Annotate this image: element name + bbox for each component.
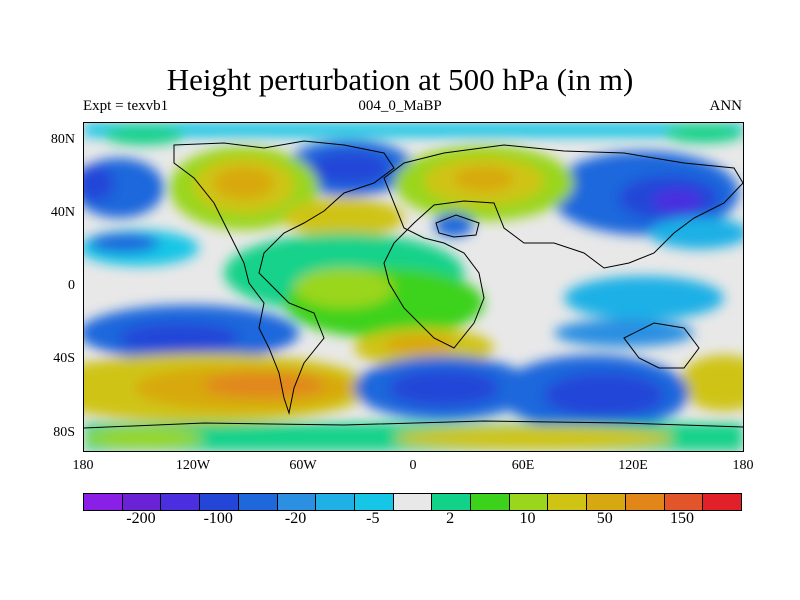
color-bar-swatch [354,494,394,510]
lat-tick-40S: 40S [53,351,75,366]
color-bar-swatch [625,494,665,510]
season-label: ANN [709,98,743,114]
lat-tick-40N: 40N [50,205,75,220]
color-bar-label: -20 [284,510,307,527]
color-bar-label: -100 [203,510,233,527]
color-bar-swatch [238,494,278,510]
lat-tick-0: 0 [68,278,75,293]
color-bar-label: 50 [596,510,613,527]
lon-tick-0: 0 [409,458,417,473]
color-bar-label: 150 [670,510,695,527]
color-bar-swatch [200,494,239,510]
color-bar-swatch [161,494,201,510]
color-bar-swatch [393,494,433,510]
color-bar-label: 10 [519,510,536,527]
map-title: Height perturbation at 500 hPa (in m) [166,62,634,97]
color-bar-label: 2 [446,510,455,527]
lon-tick-60e: 60E [511,458,535,473]
color-bar-label: -5 [366,510,380,527]
color-bar [83,493,742,511]
color-bar-swatch [471,494,510,510]
lat-tick-80S: 80S [53,425,75,440]
lon-tick-180w: 180 [72,458,94,473]
lon-tick-120w: 120W [175,458,211,473]
period-label: 004_0_MaBP [358,98,442,114]
lon-tick-120e: 120E [618,458,648,473]
color-bar-swatch [84,494,123,510]
lon-tick-180e: 180 [732,458,754,473]
lon-tick-60w: 60W [289,458,317,473]
color-bar-swatch [509,494,549,510]
color-bar-swatch [587,494,626,510]
color-bar-swatch [664,494,704,510]
color-bar-label: -200 [126,510,156,527]
map-panel [83,122,744,452]
color-bar-swatch [122,494,162,510]
color-bar-swatch [703,494,741,510]
experiment-label: Expt = texvb1 [83,98,169,114]
height-perturbation-field [84,123,743,451]
lat-tick-80N: 80N [50,132,75,147]
color-bar-swatch [548,494,588,510]
color-bar-swatch [277,494,317,510]
color-bar-swatch [316,494,355,510]
color-bar-swatch [432,494,472,510]
